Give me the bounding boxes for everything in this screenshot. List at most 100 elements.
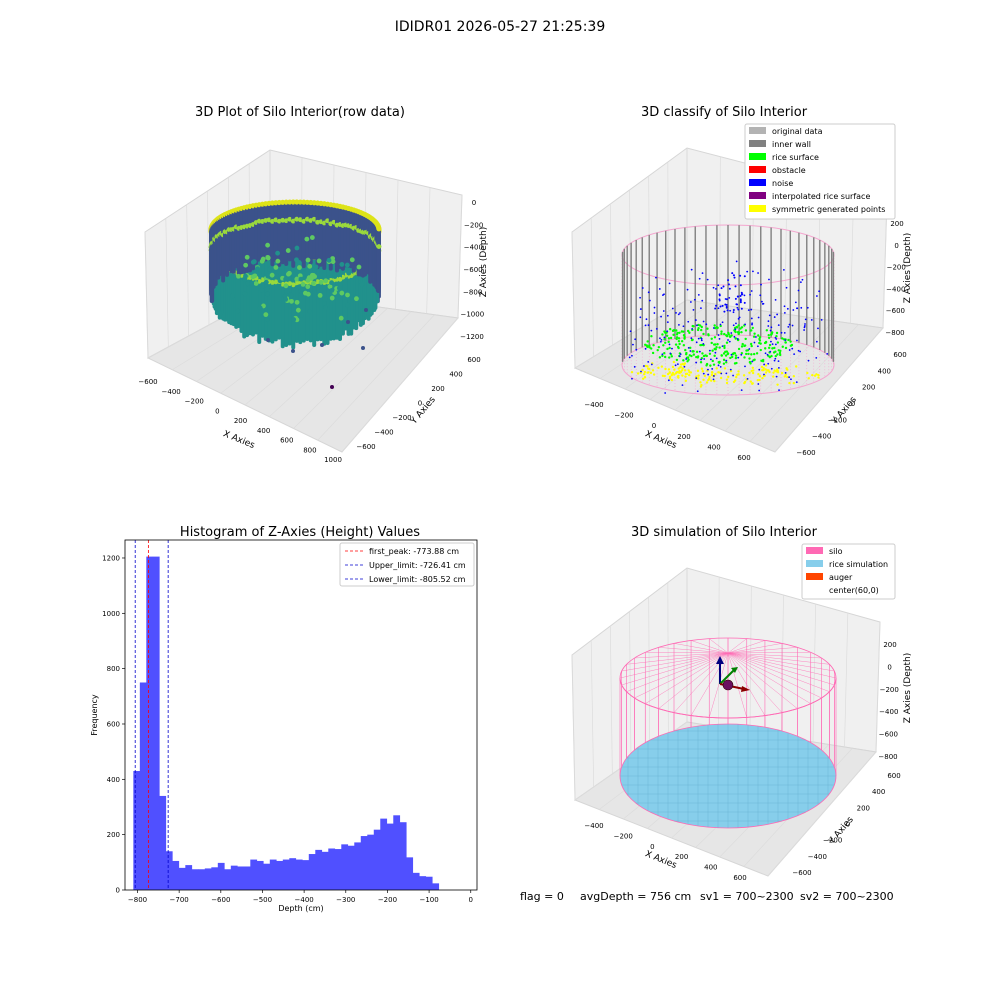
raw-data-point (291, 317, 297, 322)
status-flag: flag = 0 (520, 890, 564, 903)
simulation-x-axis-label: X Axies (643, 849, 678, 871)
classify-noise-point (729, 368, 732, 371)
classify-noise-point (698, 350, 701, 353)
classify-rice-point (683, 335, 686, 339)
classify-noise-point (783, 305, 786, 308)
classify-rice-point (717, 360, 720, 364)
classify-noise-point (687, 346, 690, 349)
classify-rice-point (700, 325, 703, 329)
status-line: flag = 0 avgDepth = 756 cm sv1 = 700~230… (520, 890, 894, 903)
classify-noise-point (702, 372, 705, 375)
raw-data-point (359, 282, 365, 287)
classify-noise-point (758, 368, 761, 371)
classify-noise-point (640, 370, 642, 373)
simulation-silo-roof-line (727, 652, 835, 686)
classify-symmetric-point (751, 382, 754, 385)
classify-rice-point (705, 362, 709, 366)
classify-rice-point (733, 352, 737, 355)
classify-noise-point (737, 317, 740, 320)
classify-symmetric-point (702, 378, 705, 382)
classify-rice-point (711, 359, 714, 363)
classify-rice-point (759, 348, 762, 352)
classify-noise-point (719, 305, 722, 308)
classify-y-tick-label: −200 (828, 416, 847, 424)
classify-rice-point (658, 356, 662, 359)
histogram-bar (139, 682, 147, 890)
classify-rice-point (730, 334, 733, 337)
classify-noise-point (733, 335, 736, 338)
histogram-bar (133, 771, 141, 890)
classify-symmetric-point (664, 367, 667, 371)
raw-x-axis-label: X Axies (221, 429, 256, 451)
classify-rice-point (674, 343, 678, 346)
classify-symmetric-point (677, 371, 680, 374)
classify-symmetric-point (735, 375, 738, 379)
raw-data-point (264, 316, 270, 322)
classify-rice-point (778, 351, 782, 355)
simulation-legend-swatch (806, 547, 823, 554)
histogram-bar (237, 866, 245, 890)
classify-rice-point (764, 340, 768, 344)
classify-noise-point (695, 377, 698, 380)
classify-plot-title: 3D classify of Silo Interior (641, 105, 808, 120)
status-sv2: sv2 = 700~2300 (800, 890, 894, 903)
classify-rice-point (727, 331, 730, 335)
simulation-y-tick-label: 600 (887, 772, 900, 780)
simulation-silo-roof-line (634, 652, 729, 699)
classify-noise-point (803, 329, 805, 331)
classify-rice-point (771, 347, 774, 350)
simulation-y-tick-label: 400 (872, 788, 885, 796)
classify-rice-point (646, 340, 649, 343)
raw-data-point (285, 248, 291, 253)
classify-legend-label: obstacle (772, 166, 806, 175)
raw-data-point (255, 266, 261, 272)
classify-symmetric-point (748, 371, 751, 374)
raw-y-tick-label: 600 (467, 356, 480, 364)
histogram-legend-label: first_peak: -773.88 cm (369, 547, 459, 556)
classify-noise-point (739, 301, 742, 304)
classify-rice-point (720, 354, 723, 357)
classify-rice-point (774, 354, 777, 358)
raw-data-point (263, 312, 269, 318)
classify-noise-point (751, 323, 753, 326)
classify-x-tick-label: 400 (707, 443, 720, 451)
classify-symmetric-point (733, 379, 737, 382)
classify-noise-point (705, 323, 708, 326)
classify-noise-point (707, 368, 709, 371)
classify-noise-point (769, 350, 772, 353)
classify-noise-point (744, 323, 746, 326)
classify-symmetric-point (717, 371, 720, 374)
classify-noise-point (658, 288, 661, 290)
classify-symmetric-point (715, 367, 718, 370)
classify-symmetric-point (687, 369, 690, 372)
classify-rice-point (680, 330, 684, 333)
classify-symmetric-point (695, 375, 698, 378)
raw-y-tick-label: 200 (431, 385, 444, 393)
histogram-y-tick-label: 1000 (102, 610, 120, 618)
classify-noise-point (786, 307, 789, 310)
simulation-z-tick-label: −800 (878, 753, 897, 761)
raw-data-point (294, 299, 300, 305)
classify-rice-point (748, 360, 752, 364)
raw-data-point (265, 242, 271, 248)
classify-noise-point (681, 384, 684, 387)
classify-rice-point (685, 353, 688, 356)
simulation-y-tick-label: 0 (846, 821, 850, 829)
classify-noise-point (667, 379, 670, 382)
classify-rice-point (680, 339, 684, 343)
histogram-bar (308, 854, 316, 890)
classify-symmetric-point (673, 368, 676, 371)
raw-data-point (230, 293, 235, 299)
classify-noise-point (718, 337, 721, 340)
simulation-x-tick-label: 400 (704, 864, 717, 872)
simulation-legend-label: center(60,0) (829, 586, 879, 595)
classify-y-tick-label: 0 (851, 400, 855, 408)
simulation-silo-roof-line (645, 652, 729, 704)
classify-rice-point (779, 349, 782, 353)
classify-rice-point (707, 334, 710, 337)
raw-data-point (376, 226, 382, 232)
classify-noise-point (722, 285, 725, 288)
classify-z-tick-label: −400 (886, 285, 905, 293)
classify-rice-point (666, 347, 669, 351)
classify-rice-point (726, 352, 729, 356)
